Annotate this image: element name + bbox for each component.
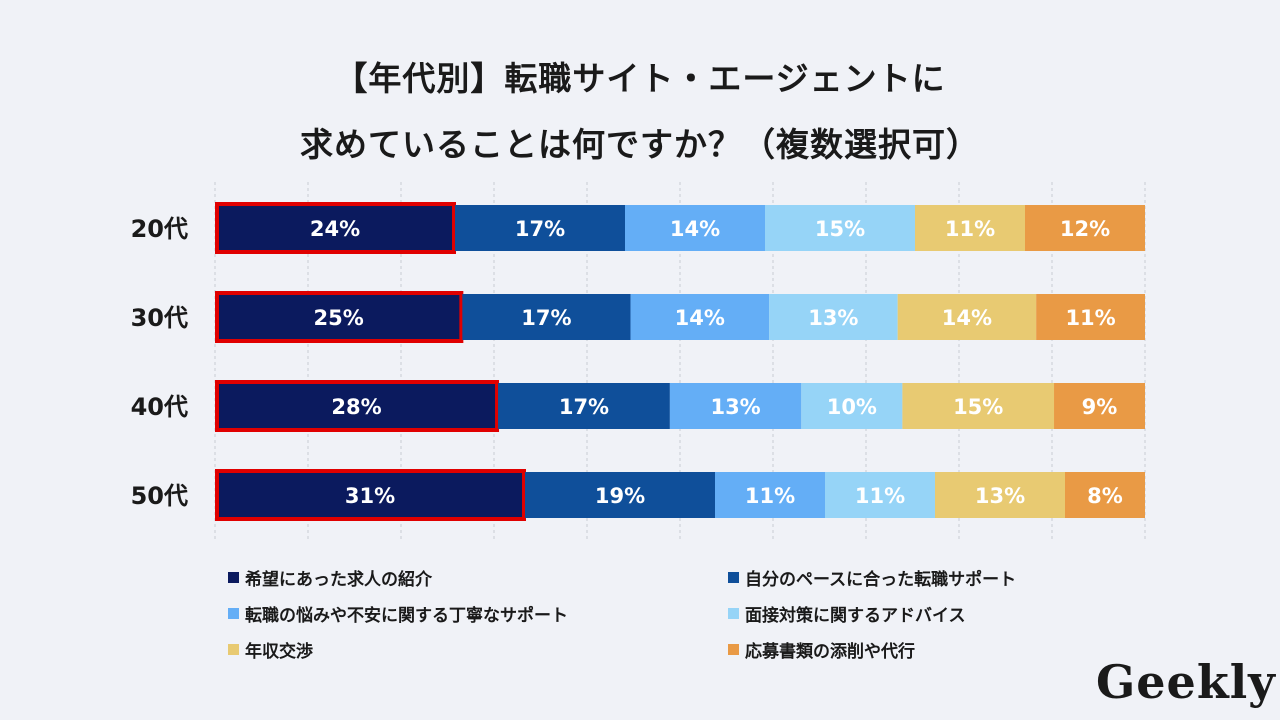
bar-segment	[902, 383, 1055, 429]
bar-segment	[801, 383, 903, 429]
bar-segment	[215, 294, 463, 340]
legend-label: 自分のペースに合った転職サポート	[745, 570, 1017, 590]
legend-item: 年収交渉	[228, 637, 313, 662]
bar-segment	[1025, 205, 1145, 251]
legend-swatch	[728, 572, 739, 583]
stacked-bar-chart: 24% 17% 14% 15% 11% 12% 20代 25% 17% 14% 13% 14% 11% 3…	[131, 182, 1146, 540]
bar-segment	[215, 383, 499, 429]
data-label: 19%	[595, 484, 645, 508]
bar-segment	[1054, 383, 1145, 429]
bar-segment	[715, 472, 825, 518]
legend-label: 転職の悩みや不安に関する丁寧なサポート	[245, 606, 568, 626]
legend-swatch	[728, 644, 739, 655]
legend-item: 面接対策に関するアドバイス	[728, 601, 966, 626]
bar-segment	[765, 205, 915, 251]
data-label: 13%	[808, 306, 858, 330]
legend-item: 応募書類の添削や代行	[728, 637, 915, 662]
bar-segment	[1036, 294, 1145, 340]
data-label: 13%	[710, 395, 760, 419]
data-label: 11%	[1065, 306, 1115, 330]
data-label: 15%	[953, 395, 1003, 419]
data-label: 12%	[1060, 217, 1110, 241]
bar-segment	[935, 472, 1065, 518]
highlight-frame	[215, 380, 500, 432]
data-label: 24%	[310, 217, 360, 241]
bar-segment	[897, 294, 1037, 340]
data-label: 9%	[1082, 395, 1118, 419]
bar-segment	[769, 294, 898, 340]
bar-segment	[462, 294, 631, 340]
data-label: 11%	[855, 484, 905, 508]
data-label: 25%	[314, 306, 364, 330]
bar-segment	[625, 205, 765, 251]
chart-title-line1: 【年代別】転職サイト・エージェントに	[334, 59, 946, 98]
legend-item: 希望にあった求人の紹介	[228, 565, 432, 590]
legend-label: 面接対策に関するアドバイス	[745, 606, 966, 626]
legend-item: 自分のペースに合った転職サポート	[728, 565, 1016, 590]
bar-segment	[915, 205, 1025, 251]
legend-swatch	[228, 572, 239, 583]
legend-swatch	[228, 608, 239, 619]
bar-segment	[215, 205, 455, 251]
legend-swatch	[728, 608, 739, 619]
highlight-frame	[215, 469, 526, 521]
bar-segment	[455, 205, 625, 251]
bar-segment	[525, 472, 715, 518]
bar-segment	[215, 472, 525, 518]
data-label: 13%	[975, 484, 1025, 508]
data-label: 15%	[815, 217, 865, 241]
bar-segment	[825, 472, 935, 518]
data-label: 17%	[515, 217, 565, 241]
data-label: 17%	[521, 306, 571, 330]
bar-segment	[669, 383, 802, 429]
highlight-frame	[215, 202, 456, 254]
legend-label: 年収交渉	[245, 642, 313, 662]
category-label: 40代	[131, 393, 188, 421]
legend-item: 転職の悩みや不安に関する丁寧なサポート	[228, 601, 568, 626]
bar-segment	[1065, 472, 1145, 518]
bar-segment	[630, 294, 770, 340]
data-label: 17%	[559, 395, 609, 419]
category-label: 20代	[131, 215, 188, 243]
data-label: 11%	[745, 484, 795, 508]
data-label: 31%	[345, 484, 395, 508]
data-label: 14%	[670, 217, 720, 241]
geekly-logo: Geekly	[1096, 655, 1276, 709]
category-label: 50代	[131, 482, 188, 510]
data-label: 14%	[942, 306, 992, 330]
chart-title-line2: 求めていることは何ですか？（複数選択可）	[300, 125, 980, 164]
highlight-frame	[215, 291, 464, 343]
data-label: 14%	[675, 306, 725, 330]
legend-label: 応募書類の添削や代行	[745, 642, 915, 662]
data-label: 28%	[331, 395, 381, 419]
data-label: 8%	[1087, 484, 1123, 508]
category-label: 30代	[131, 304, 188, 332]
data-label: 10%	[827, 395, 877, 419]
bar-segment	[498, 383, 670, 429]
legend-label: 希望にあった求人の紹介	[245, 570, 432, 590]
legend-swatch	[228, 644, 239, 655]
data-label: 11%	[945, 217, 995, 241]
